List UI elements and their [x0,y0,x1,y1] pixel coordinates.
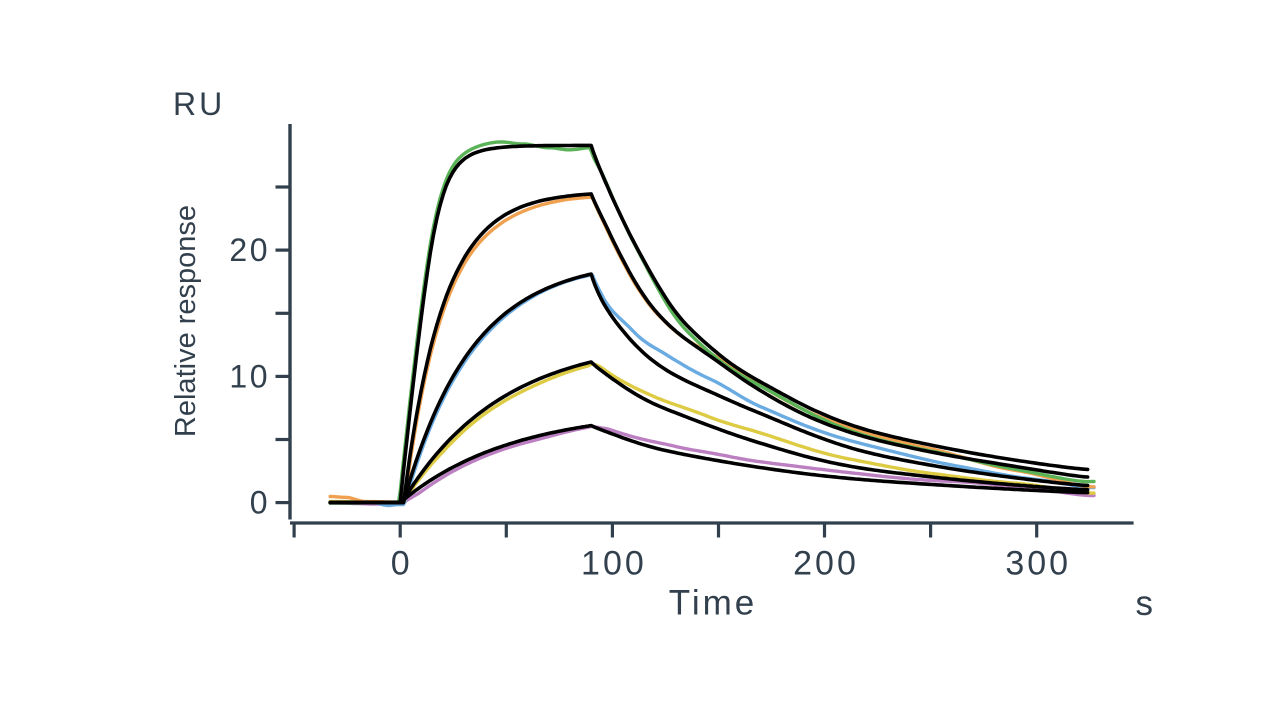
svg-text:200: 200 [793,545,859,583]
svg-text:10: 10 [229,358,270,394]
svg-text:Relative response: Relative response [170,205,202,437]
svg-text:Time: Time [669,584,757,623]
svg-text:RU: RU [173,86,225,122]
svg-text:0: 0 [250,485,270,521]
svg-text:s: s [1136,584,1154,623]
svg-text:20: 20 [229,232,270,268]
svg-text:300: 300 [1005,545,1071,583]
svg-text:100: 100 [581,545,647,583]
svg-text:0: 0 [391,545,413,583]
